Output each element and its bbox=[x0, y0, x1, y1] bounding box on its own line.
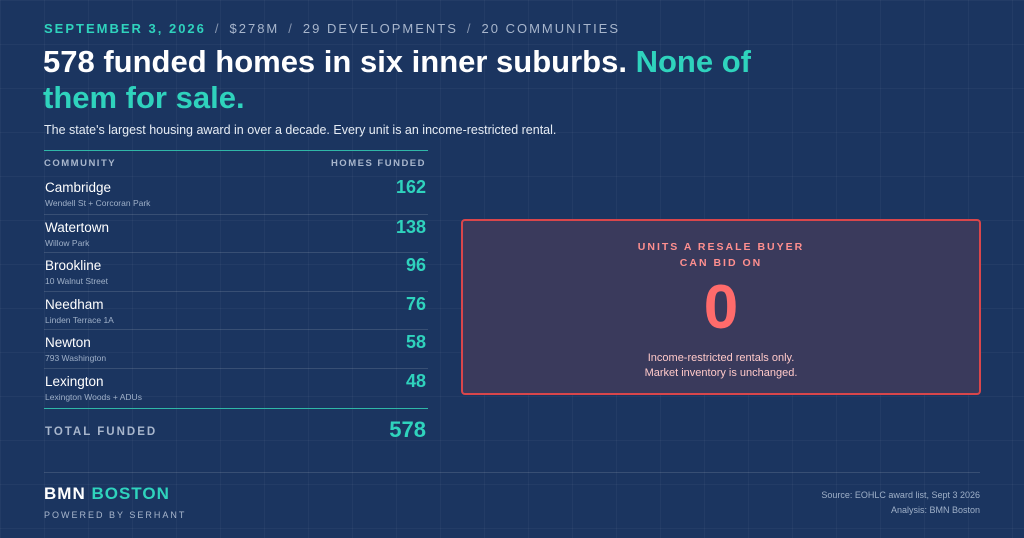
kicker-line: SEPTEMBER 3, 2026 / $278M / 29 DEVELOPMENTS /… bbox=[44, 21, 620, 36]
resale-callout: UNITS A RESALE BUYER CAN BID ON 0 Income… bbox=[461, 219, 981, 395]
table-row: Cambridge Wendell St + Corcoran Park 162 bbox=[44, 175, 428, 214]
project-name: Linden Terrace 1A bbox=[45, 314, 114, 325]
homes-funded-value: 138 bbox=[395, 216, 426, 237]
kicker-separator: / bbox=[466, 21, 473, 36]
table-row: Watertown Willow Park 138 bbox=[44, 213, 428, 253]
kicker-communities: 20 COMMUNITIES bbox=[481, 21, 621, 36]
table-row: Needham Linden Terrace 1A 76 bbox=[44, 290, 428, 330]
project-name: 793 Washington bbox=[45, 353, 107, 363]
project-name: 10 Walnut Street bbox=[45, 276, 108, 286]
callout-note-line: Market inventory is unchanged. bbox=[644, 367, 798, 379]
community-name: Brookline bbox=[45, 258, 102, 273]
table-body: Cambridge Wendell St + Corcoran Park 162… bbox=[44, 175, 428, 406]
column-header-homes: HOMES FUNDED bbox=[330, 158, 426, 169]
callout-note-line: Income-restricted rentals only. bbox=[647, 352, 795, 364]
callout-title: UNITS A RESALE BUYER CAN BID ON bbox=[463, 239, 979, 271]
brand-wordmark: BMN BOSTON bbox=[44, 484, 186, 504]
community-name: Cambridge bbox=[45, 180, 112, 195]
brand-tagline: POWERED BY SERHANT bbox=[44, 510, 187, 520]
table-row: Newton 793 Washington 58 bbox=[44, 329, 428, 368]
total-row: TOTAL FUNDED 578 bbox=[44, 408, 428, 448]
homes-funded-value: 162 bbox=[395, 177, 426, 197]
kicker-date: SEPTEMBER 3, 2026 bbox=[44, 21, 206, 36]
analysis-line: Analysis: BMN Boston bbox=[890, 505, 980, 515]
table-row: Lexington Lexington Woods + ADUs 48 bbox=[44, 367, 428, 407]
callout-value: 0 bbox=[703, 273, 739, 342]
table-header: COMMUNITY HOMES FUNDED bbox=[44, 150, 428, 175]
homes-funded-value: 96 bbox=[405, 255, 426, 275]
source-credit: Source: EOHLC award list, Sept 3 2026 An… bbox=[821, 488, 980, 518]
project-name: Lexington Woods + ADUs bbox=[45, 391, 142, 402]
project-name: Wendell St + Corcoran Park bbox=[45, 198, 151, 208]
column-header-community: COMMUNITY bbox=[44, 158, 117, 169]
table-row: Brookline 10 Walnut Street 96 bbox=[44, 252, 428, 291]
kicker-separator: / bbox=[214, 21, 221, 36]
total-value: 578 bbox=[389, 417, 426, 442]
kicker-developments: 29 DEVELOPMENTS bbox=[302, 21, 458, 36]
community-name: Newton bbox=[45, 335, 91, 350]
headline: 578 funded homes in six inner suburbs. N… bbox=[43, 44, 763, 116]
brand-logo: BMN BOSTON POWERED BY SERHANT bbox=[44, 484, 186, 520]
community-name: Watertown bbox=[45, 219, 110, 235]
headline-main: 578 funded homes in six inner suburbs. bbox=[43, 44, 627, 79]
project-name: Willow Park bbox=[45, 237, 90, 248]
brand-accent: BOSTON bbox=[91, 484, 170, 503]
callout-note: Income-restricted rentals only. Market i… bbox=[463, 351, 979, 381]
homes-funded-value: 48 bbox=[405, 370, 426, 391]
homes-funded-value: 58 bbox=[405, 332, 426, 352]
kicker-amount: $278M bbox=[229, 21, 280, 36]
subtitle: The state's largest housing award in ove… bbox=[44, 123, 557, 137]
footer-divider bbox=[44, 472, 980, 473]
kicker-separator: / bbox=[288, 21, 294, 36]
headline-accent: None of them for sale. bbox=[43, 44, 751, 115]
callout-title-line: UNITS A RESALE BUYER bbox=[637, 241, 805, 253]
funding-table: COMMUNITY HOMES FUNDED Cambridge Wendell… bbox=[44, 150, 428, 448]
callout-title-line: CAN BID ON bbox=[679, 257, 763, 269]
brand-main: BMN bbox=[44, 484, 86, 503]
community-name: Lexington bbox=[45, 373, 104, 389]
homes-funded-value: 76 bbox=[405, 293, 426, 314]
community-name: Needham bbox=[45, 296, 104, 312]
source-line: Source: EOHLC award list, Sept 3 2026 bbox=[821, 490, 980, 500]
total-label: TOTAL FUNDED bbox=[45, 426, 158, 438]
